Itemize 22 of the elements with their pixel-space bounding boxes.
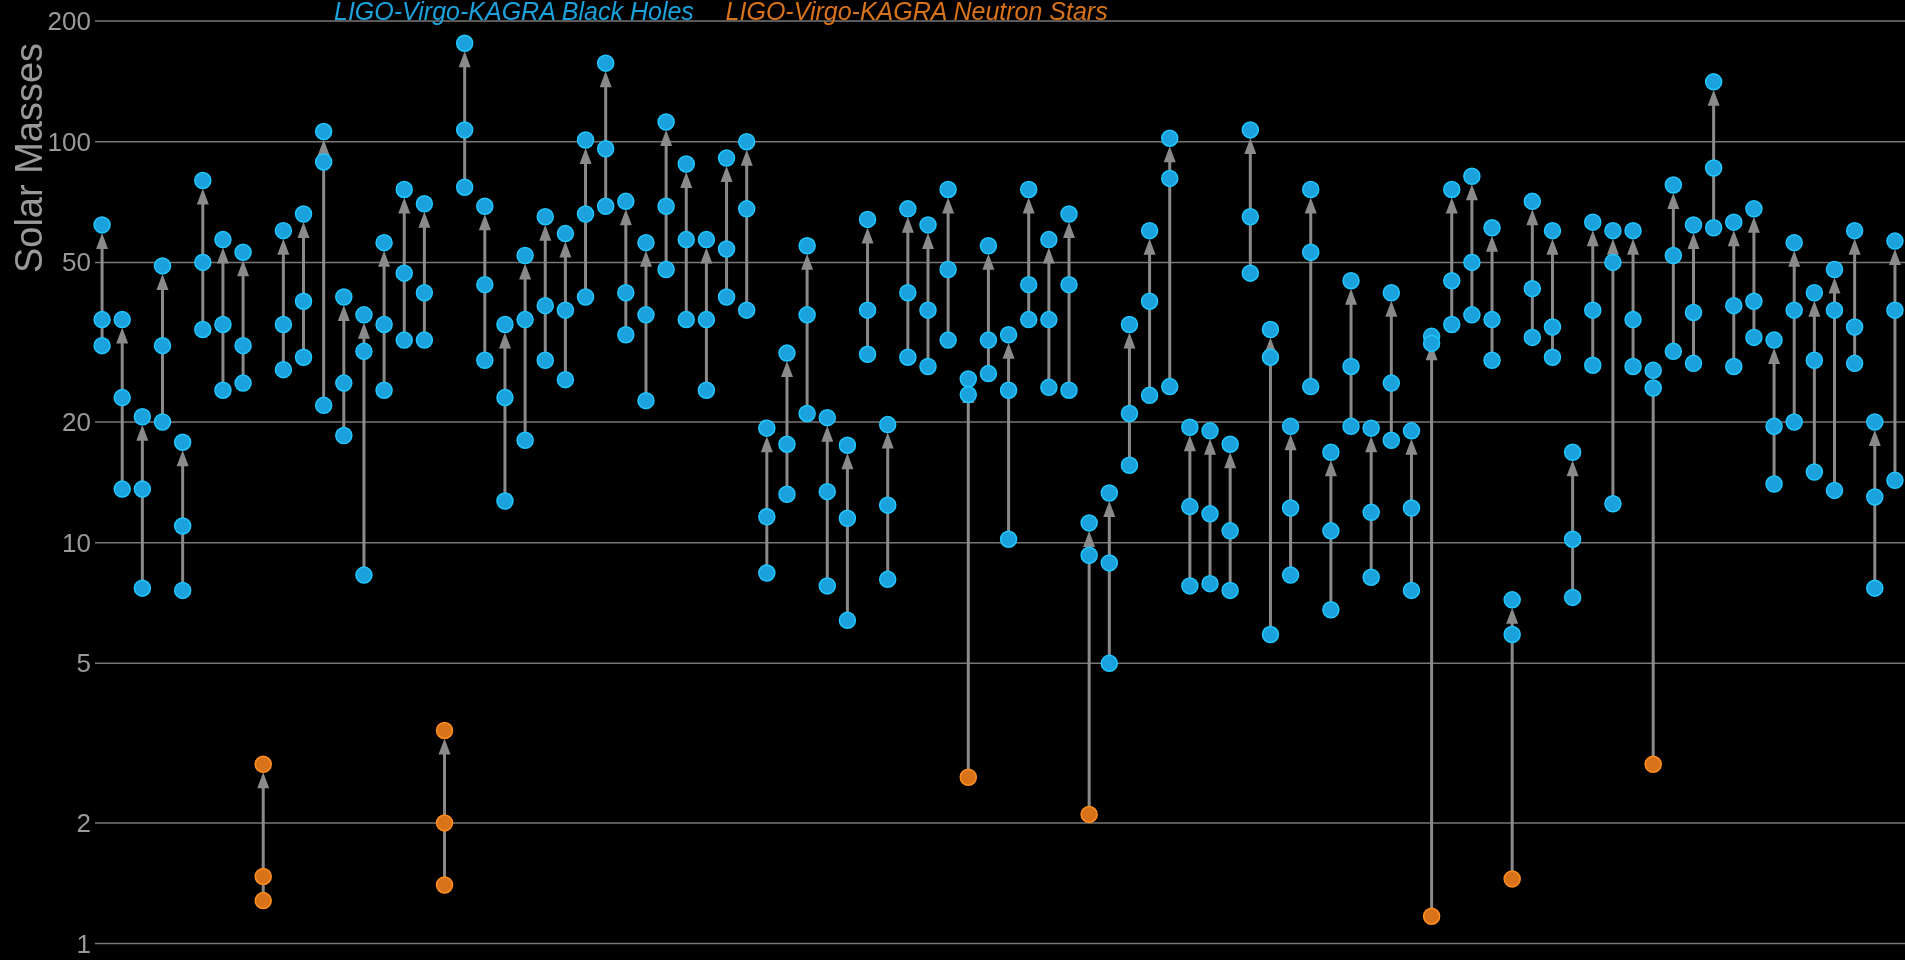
y-axis-title: Solar Masses — [8, 42, 50, 274]
point — [254, 867, 272, 886]
y-tick-label: 10 — [62, 527, 91, 558]
y-tick-label: 20 — [62, 407, 91, 438]
point — [435, 876, 454, 894]
y-tick-label: 200 — [47, 6, 91, 37]
point — [435, 814, 454, 832]
y-tick-label: 2 — [76, 807, 91, 838]
point — [1080, 805, 1098, 824]
point — [254, 891, 272, 910]
y-tick-label: 50 — [62, 247, 91, 278]
point — [1644, 755, 1662, 774]
point — [1422, 907, 1441, 925]
point — [959, 768, 978, 786]
y-tick-label: 1 — [76, 928, 91, 959]
text: LIGO-Virgo-KAGRA Black Holes — [334, 0, 694, 25]
y-tick-label: 100 — [47, 126, 91, 157]
point — [1503, 870, 1521, 888]
point — [435, 721, 454, 740]
text: LIGO-Virgo-KAGRA Neutron Stars — [725, 0, 1108, 25]
point — [254, 755, 272, 774]
y-tick-label: 5 — [76, 648, 91, 679]
